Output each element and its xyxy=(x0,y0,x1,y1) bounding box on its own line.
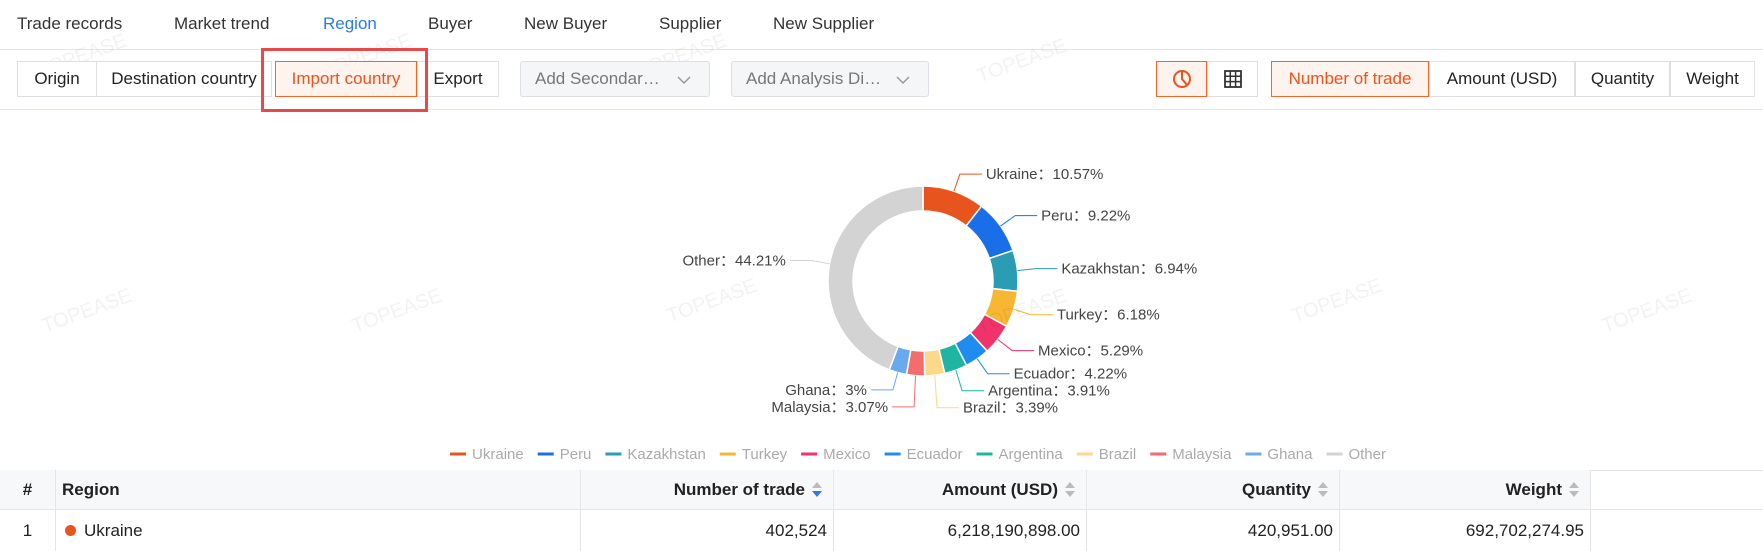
chevron xyxy=(677,76,691,85)
table-cell: 1 xyxy=(0,510,56,551)
table-cell: 420,951.00 xyxy=(1087,510,1340,551)
data-label: Peru：9.22% xyxy=(1041,208,1130,225)
leader-line xyxy=(1013,308,1053,316)
legend-label: Ecuador xyxy=(907,446,963,463)
leader-line xyxy=(789,260,830,265)
table-cell: 6,218,190,898.00 xyxy=(834,510,1087,551)
leader-line xyxy=(1000,215,1038,227)
dropdown-label: Add Analysis Di… xyxy=(746,69,882,88)
pie-slice xyxy=(827,185,924,371)
legend-label: Brazil xyxy=(1099,446,1137,463)
legend-label: Turkey xyxy=(742,446,788,463)
data-label: Mexico：5.29% xyxy=(1038,343,1143,360)
data-label: Malaysia：3.07% xyxy=(771,399,888,416)
nav-tab[interactable]: Market trend xyxy=(174,14,270,33)
leader-line xyxy=(976,358,1010,375)
leader-line xyxy=(892,375,917,408)
divider xyxy=(0,49,1763,50)
dropdown[interactable]: Add Secondar… xyxy=(520,61,710,97)
metric-button[interactable]: Quantity xyxy=(1575,61,1670,97)
leader-line xyxy=(1017,268,1058,272)
legend-label: Ukraine xyxy=(472,446,524,463)
dimension-button[interactable]: Origin xyxy=(17,61,97,97)
metric-button[interactable]: Number of trade xyxy=(1271,61,1429,97)
data-label: Ghana：3% xyxy=(785,382,867,399)
leader-line xyxy=(870,372,899,391)
highlight-box xyxy=(261,48,428,112)
pie-slice xyxy=(988,249,1019,293)
leader-line xyxy=(934,375,959,409)
legend-label: Argentina xyxy=(998,446,1063,463)
table-header: Weight xyxy=(1340,470,1591,509)
legend-label: Malaysia xyxy=(1172,446,1232,463)
view-button-pie[interactable] xyxy=(1156,61,1207,97)
nav-tab[interactable]: Supplier xyxy=(659,14,722,33)
data-label: Turkey：6.18% xyxy=(1057,307,1160,324)
icon xyxy=(1172,70,1191,88)
watermark: TOPEASE xyxy=(973,34,1070,88)
legend-label: Kazakhstan xyxy=(627,446,705,463)
table-cell: Ukraine xyxy=(56,510,581,551)
legend: Ukraine Peru Kazakhstan Turkey Mexico Ecuador… xyxy=(450,446,1386,463)
data-label: Ecuador：4.22% xyxy=(1014,366,1127,383)
metric-button[interactable]: Amount (USD) xyxy=(1429,61,1575,97)
sort-icon[interactable] xyxy=(1317,480,1329,500)
leader-line xyxy=(953,173,982,192)
data-label: Kazakhstan：6.94% xyxy=(1061,261,1197,278)
dropdown[interactable]: Add Analysis Di… xyxy=(731,61,929,97)
table-header: Amount (USD) xyxy=(834,470,1087,509)
view-button-table[interactable] xyxy=(1207,61,1258,97)
table-cell: 402,524 xyxy=(581,510,834,551)
metric-button[interactable]: Weight xyxy=(1670,61,1755,97)
table-header: # xyxy=(0,470,56,509)
divider xyxy=(0,109,1763,110)
legend-label: Other xyxy=(1348,446,1386,463)
data-label: Brazil：3.39% xyxy=(963,400,1058,417)
sort-icon[interactable] xyxy=(1064,480,1076,500)
divider xyxy=(0,509,1763,510)
icon xyxy=(1223,70,1242,88)
table-header: Number of trade xyxy=(581,470,834,509)
data-label: Ukraine：10.57% xyxy=(986,166,1104,183)
dimension-button[interactable]: Import country xyxy=(275,61,417,97)
data-label: Other：44.21% xyxy=(682,253,785,270)
table-cell: 692,702,274.95 xyxy=(1340,510,1591,551)
legend-label: Ghana xyxy=(1267,446,1313,463)
leader-line xyxy=(955,369,985,392)
dimension-button[interactable]: Destination country xyxy=(96,61,272,97)
nav-tab[interactable]: Buyer xyxy=(428,14,473,33)
dimension-button[interactable]: Export xyxy=(417,61,499,97)
chart: Ukraine：10.57% Peru：9.22% Kazakhstan：6.94%… xyxy=(450,166,1386,463)
region-dot xyxy=(65,525,76,536)
sort-icon[interactable] xyxy=(1568,480,1580,500)
table-header: Quantity xyxy=(1087,470,1340,509)
nav-tab[interactable]: Trade records xyxy=(17,14,123,33)
data-label: Argentina：3.91% xyxy=(988,383,1110,400)
leader-line xyxy=(997,339,1035,352)
dropdown-label: Add Secondar… xyxy=(535,69,660,88)
sort-icon[interactable] xyxy=(811,480,823,500)
legend-label: Peru xyxy=(560,446,592,463)
chevron xyxy=(896,76,910,85)
table-header: Region xyxy=(56,470,581,509)
nav-tab[interactable]: New Buyer xyxy=(524,14,608,33)
nav-tab[interactable]: New Supplier xyxy=(773,14,875,33)
legend-label: Mexico xyxy=(823,446,871,463)
nav-tab[interactable]: Region xyxy=(323,14,377,33)
